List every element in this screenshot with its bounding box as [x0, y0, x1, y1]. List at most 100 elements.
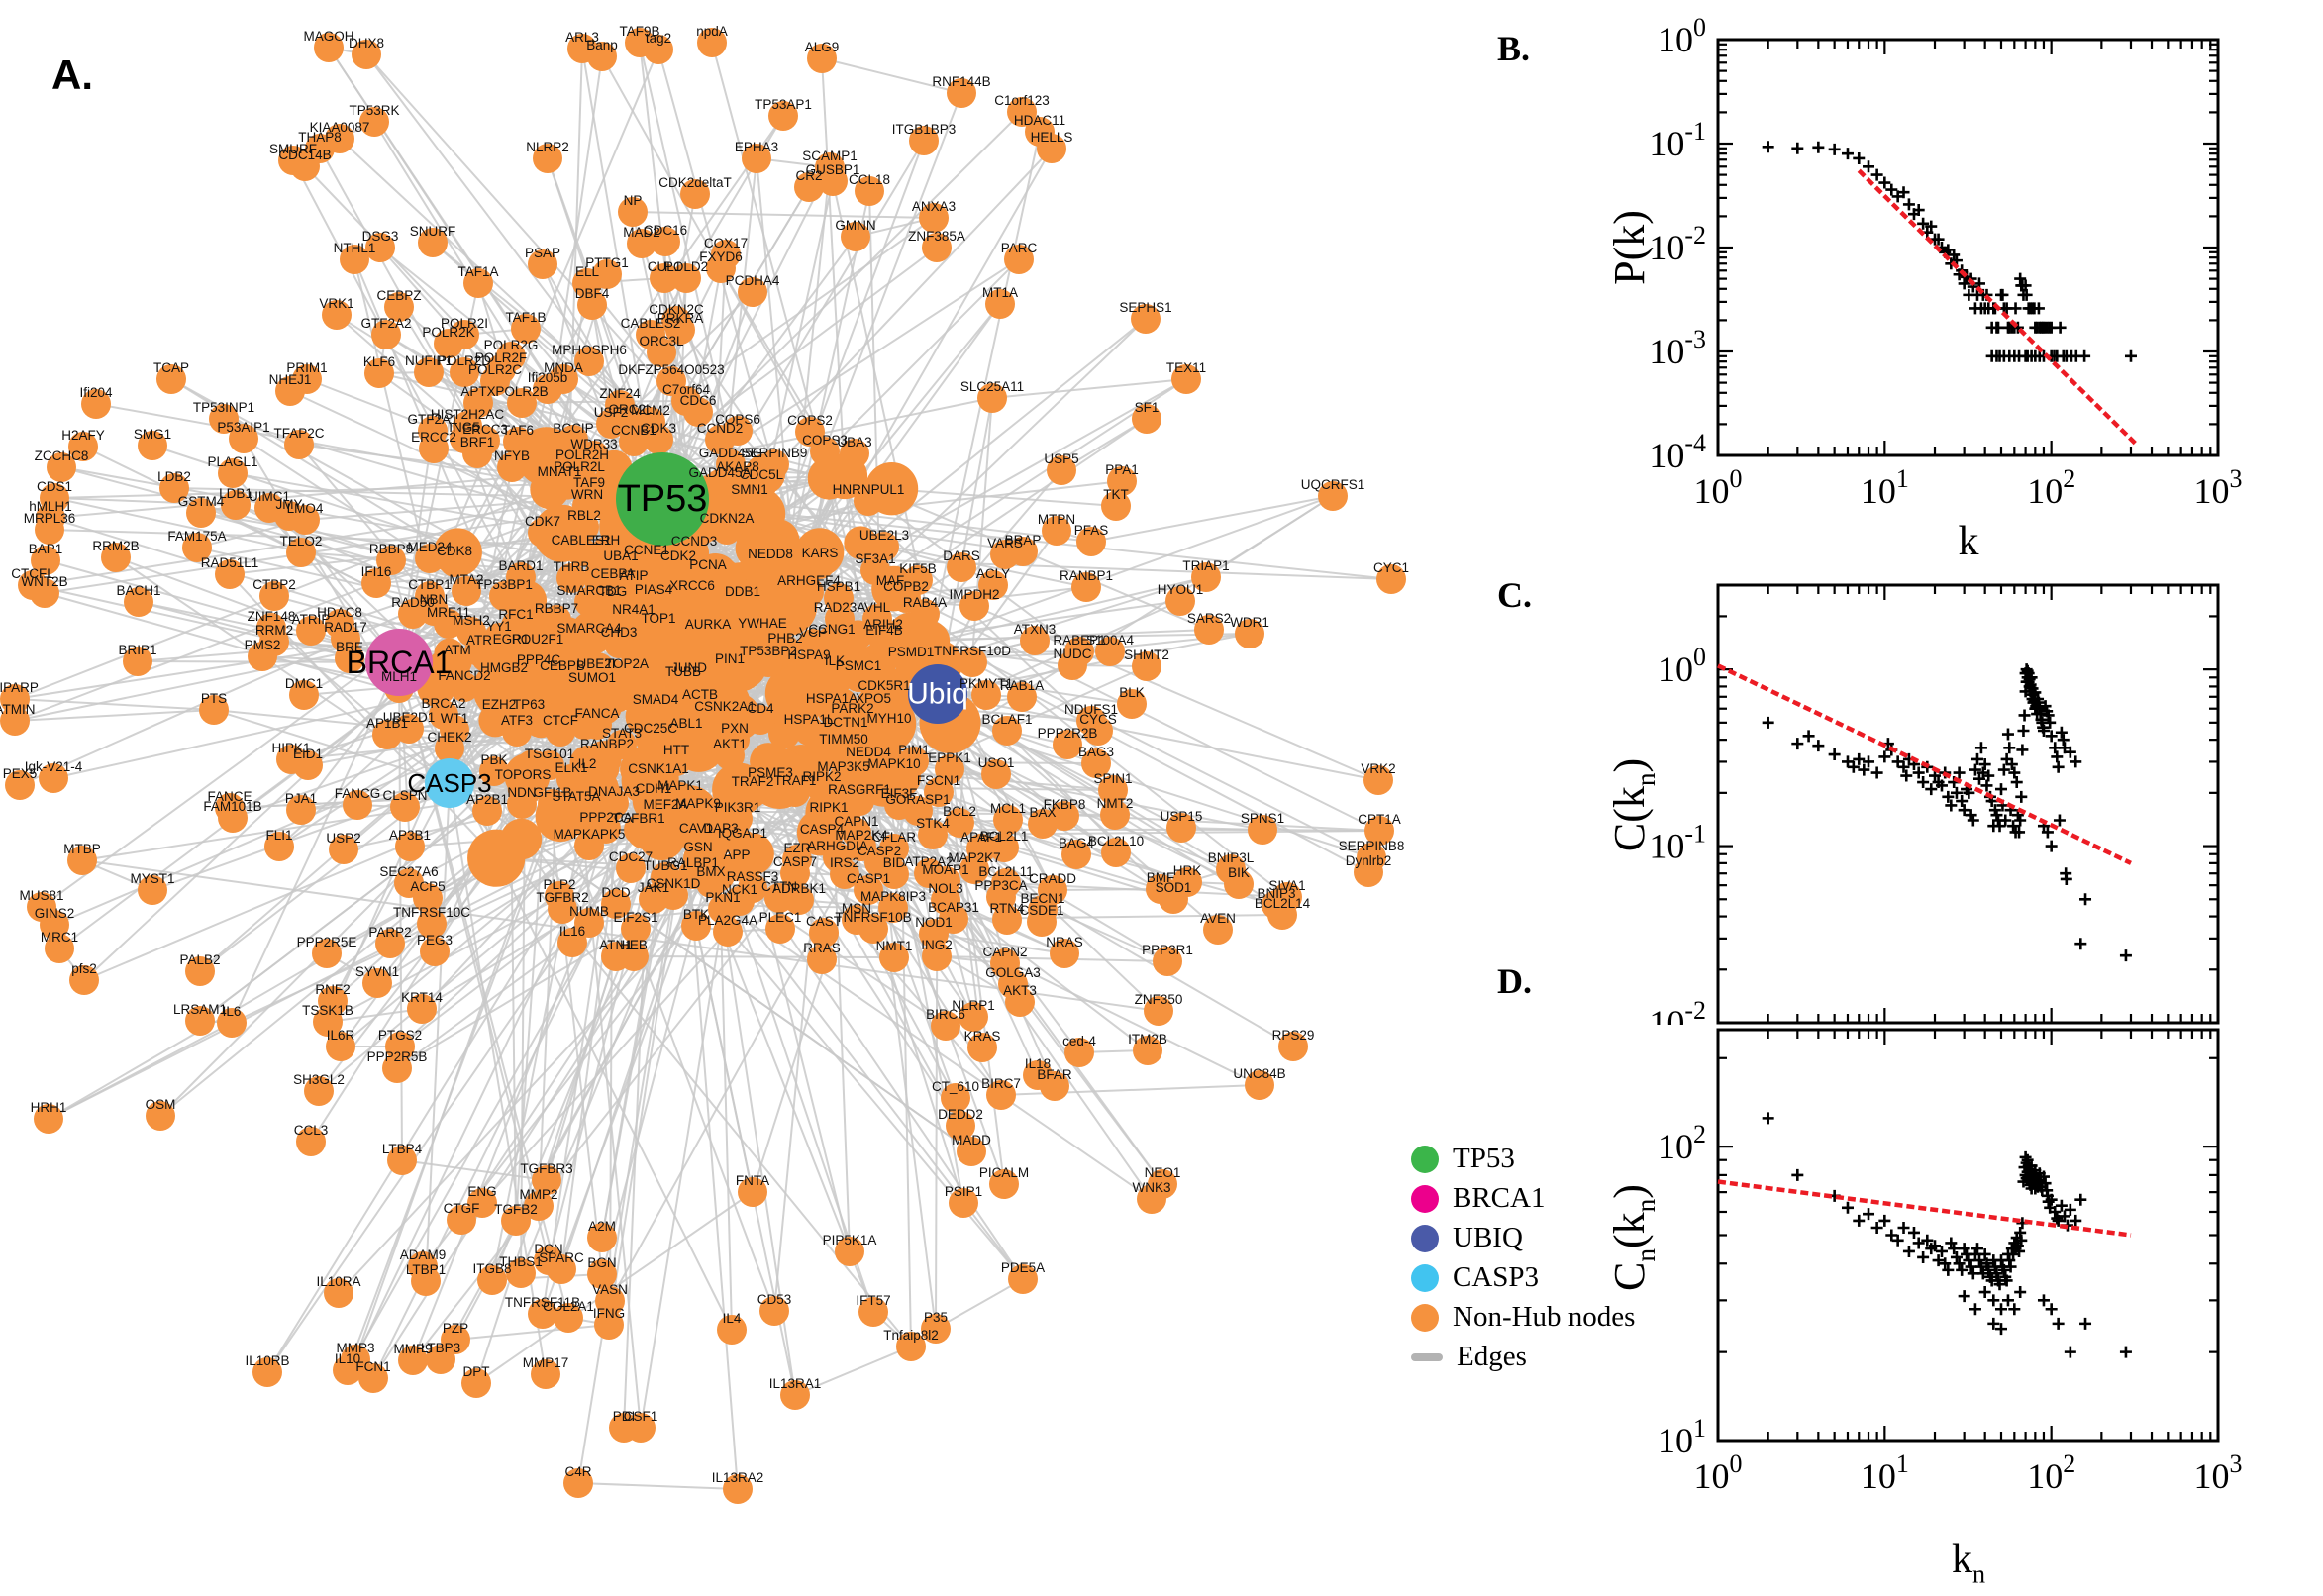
network-node[interactable] [1064, 1038, 1094, 1067]
network-node[interactable] [548, 662, 577, 692]
network-node[interactable] [946, 1111, 975, 1141]
network-node[interactable] [748, 620, 777, 649]
hub-node-brca1[interactable] [365, 629, 433, 696]
network-node[interactable] [958, 648, 987, 677]
network-node[interactable] [289, 680, 319, 710]
network-node[interactable] [507, 388, 537, 418]
hub-node-ubiq[interactable] [908, 664, 967, 724]
network-node[interactable] [854, 748, 883, 778]
network-node[interactable] [545, 881, 574, 911]
network-node[interactable] [1364, 765, 1393, 795]
network-node[interactable] [922, 233, 952, 262]
network-node[interactable] [497, 452, 527, 482]
network-node[interactable] [1081, 748, 1111, 778]
network-node[interactable] [528, 518, 557, 548]
network-node[interactable] [186, 498, 216, 528]
network-node[interactable] [1248, 815, 1277, 845]
network-node[interactable] [30, 578, 59, 608]
network-node[interactable] [845, 786, 874, 816]
network-node[interactable] [364, 358, 394, 388]
network-node[interactable] [780, 858, 810, 888]
network-node[interactable] [47, 452, 76, 482]
network-node[interactable] [292, 364, 322, 394]
network-node[interactable] [878, 893, 908, 923]
network-node[interactable] [533, 374, 562, 404]
network-node[interactable] [372, 720, 402, 749]
network-node[interactable] [524, 1191, 554, 1221]
network-node[interactable] [1224, 869, 1254, 899]
network-node[interactable] [502, 717, 532, 747]
network-node[interactable] [375, 929, 405, 958]
network-node[interactable] [1008, 1264, 1038, 1294]
network-node[interactable] [1131, 304, 1161, 334]
network-node[interactable] [524, 656, 554, 686]
network-node[interactable] [0, 706, 30, 736]
network-node[interactable] [989, 1169, 1019, 1199]
network-node[interactable] [434, 329, 463, 358]
network-node[interactable] [723, 1474, 753, 1504]
network-node[interactable] [290, 151, 320, 181]
network-node[interactable] [683, 800, 713, 830]
network-node[interactable] [1132, 651, 1162, 681]
network-node[interactable] [829, 736, 858, 765]
network-node[interactable] [1144, 996, 1173, 1026]
network-node[interactable] [333, 1355, 362, 1385]
network-node[interactable] [644, 425, 673, 454]
hub-node-tp53[interactable] [616, 452, 709, 546]
hub-node-casp3[interactable] [425, 758, 474, 808]
network-node[interactable] [618, 197, 648, 227]
network-node[interactable] [855, 176, 884, 206]
network-node[interactable] [34, 1104, 63, 1134]
network-node[interactable] [636, 725, 665, 754]
network-node[interactable] [959, 1002, 988, 1032]
network-node[interactable] [835, 1237, 864, 1266]
network-node[interactable] [5, 770, 35, 800]
network-node[interactable] [947, 552, 976, 582]
network-node[interactable] [558, 425, 588, 454]
network-node[interactable] [146, 1101, 175, 1131]
network-node[interactable] [385, 1032, 415, 1061]
network-node[interactable] [1100, 800, 1130, 830]
network-node[interactable] [794, 172, 824, 202]
network-node[interactable] [528, 1299, 557, 1329]
network-node[interactable] [1037, 134, 1066, 163]
network-node[interactable] [398, 1346, 428, 1375]
network-node[interactable] [1137, 1184, 1166, 1214]
network-node[interactable] [314, 33, 344, 62]
network-node[interactable] [371, 320, 401, 349]
network-node[interactable] [879, 760, 909, 790]
network-node[interactable] [598, 588, 628, 618]
network-node[interactable] [229, 424, 258, 453]
network-node[interactable] [780, 1380, 810, 1410]
network-node[interactable] [447, 1205, 476, 1235]
network-node[interactable] [992, 905, 1022, 935]
network-node[interactable] [395, 832, 425, 861]
network-node[interactable] [609, 1413, 639, 1443]
network-node[interactable] [1095, 637, 1125, 666]
network-node[interactable] [426, 1345, 455, 1374]
network-node[interactable] [572, 760, 602, 790]
network-node[interactable] [358, 1363, 388, 1393]
network-node[interactable] [710, 703, 740, 733]
network-node[interactable] [199, 695, 229, 725]
network-node[interactable] [182, 533, 212, 562]
network-node[interactable] [679, 538, 709, 567]
network-node[interactable] [124, 587, 153, 617]
network-node[interactable] [668, 668, 698, 698]
network-node[interactable] [577, 674, 607, 704]
network-node[interactable] [159, 473, 189, 503]
network-node[interactable] [1040, 1071, 1069, 1101]
network-node[interactable] [922, 942, 952, 971]
network-node[interactable] [840, 439, 869, 468]
network-node[interactable] [1354, 857, 1383, 887]
network-node[interactable] [807, 773, 837, 803]
network-node[interactable] [712, 515, 742, 545]
network-node[interactable] [382, 1053, 412, 1083]
network-node[interactable] [627, 229, 656, 258]
network-node[interactable] [264, 832, 294, 861]
network-node[interactable] [647, 338, 676, 367]
network-node[interactable] [1076, 527, 1106, 556]
network-node[interactable] [604, 629, 634, 658]
network-node[interactable] [1071, 572, 1101, 602]
network-node[interactable] [1376, 564, 1406, 594]
